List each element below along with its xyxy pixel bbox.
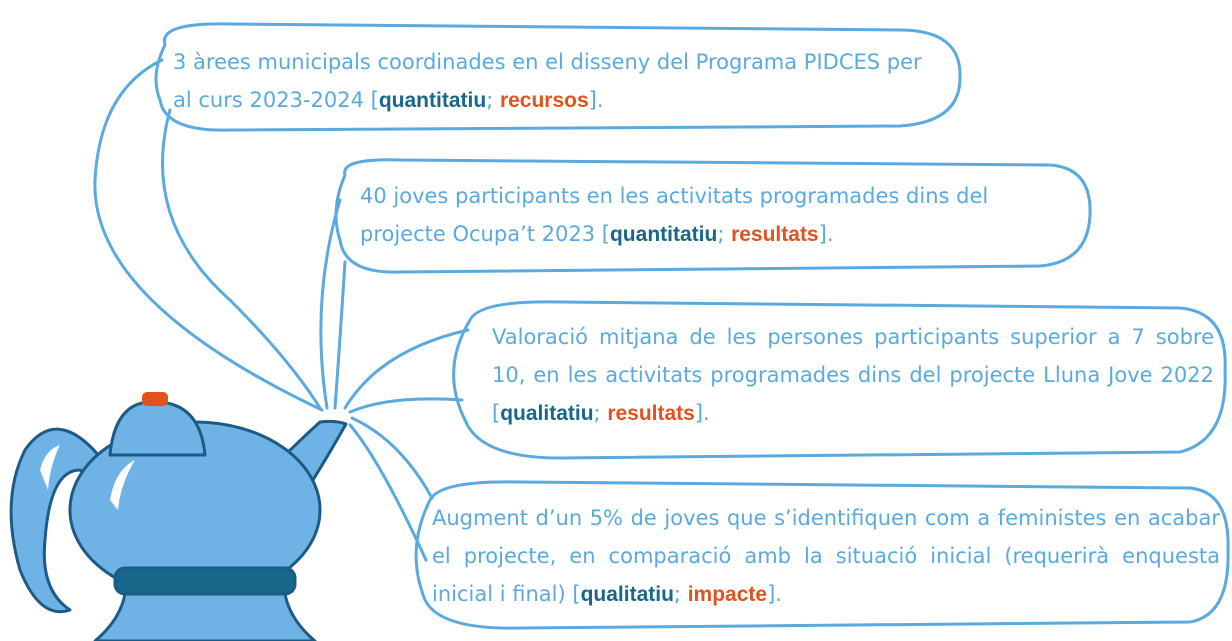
text-run: resultats [607,402,695,425]
text-run: qualitatiu [581,583,674,606]
text-run: [ [602,222,610,246]
lamp-foot [95,594,315,641]
text-run: Augment d’un 5% de joves que s’identifiq… [432,506,1220,606]
text-run: [ [572,582,580,606]
bubble-tail [335,262,345,408]
bubble-tail [345,330,468,408]
text-run: impacte [688,583,767,606]
text-run: ; [717,222,724,246]
bubble-tail [163,110,321,408]
text-run: ]. [819,222,834,246]
bubble-tail [350,399,462,412]
bubble-text: Valoració mitjana de les persones partic… [492,318,1214,433]
text-run: ]. [767,582,782,606]
text-run: ; [486,88,493,112]
text-run: quantitatiu [610,223,717,246]
bubble-text: Augment d’un 5% de joves que s’identifiq… [432,499,1220,614]
lamp-band [115,568,295,594]
lamp-knob [142,392,168,406]
text-run: qualitatiu [500,402,593,425]
text-run: recursos [500,89,589,112]
bubble-text: 40 joves participants en les activitats … [360,177,1080,254]
page: 3 àrees municipals coordinades en el dis… [0,0,1232,641]
text-run: quantitatiu [379,89,486,112]
text-run: Valoració mitjana de les persones partic… [492,325,1214,387]
bubble-tail [350,425,426,560]
text-run: ]. [589,88,604,112]
text-run: [ [371,88,379,112]
text-run: [ [492,401,500,425]
bubble-tail [352,418,432,498]
text-run: ]. [695,401,710,425]
text-run: resultats [731,223,819,246]
lamp-lid [110,402,205,455]
text-run: ; [594,401,601,425]
bubble-text: 3 àrees municipals coordinades en el dis… [173,43,933,120]
text-run: ; [674,582,681,606]
